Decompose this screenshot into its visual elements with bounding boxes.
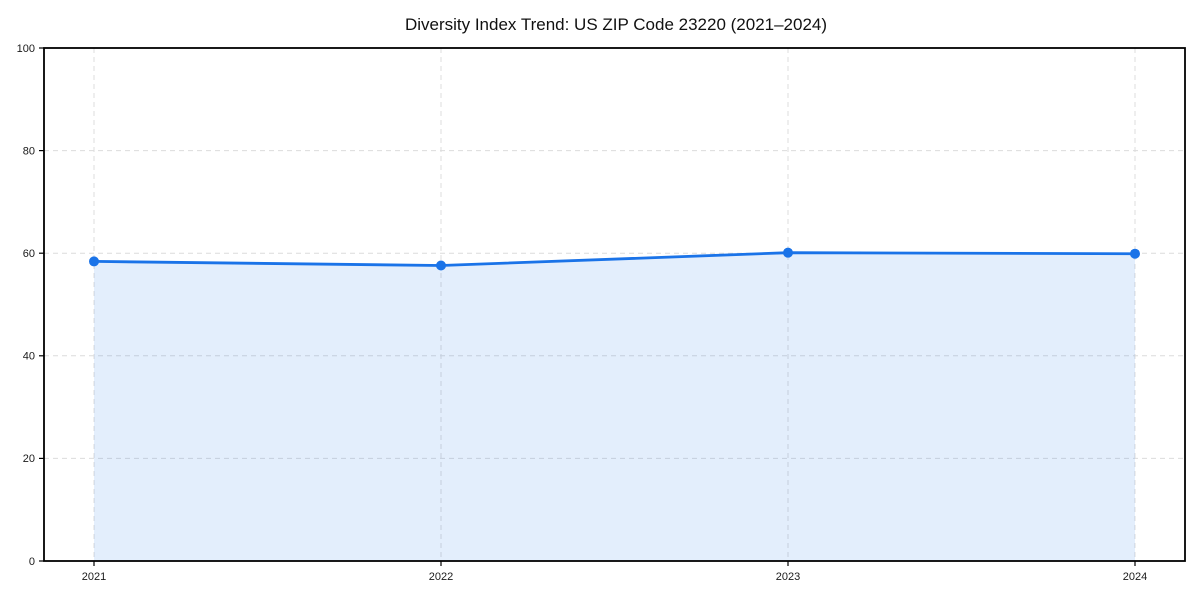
area-fill [94,252,1135,561]
data-point-2022 [436,260,446,271]
y-axis: 0 20 40 60 80 100 [17,43,44,568]
y-tick-label: 0 [29,556,35,568]
area-fill-shape [94,252,1135,561]
y-tick-label: 60 [23,248,35,260]
data-points [89,247,1140,271]
plot-frame [43,47,1186,562]
data-point-2024 [1130,248,1140,259]
trend-line [92,251,1137,267]
x-tick-label: 2024 [1123,571,1147,583]
y-tick-label: 80 [23,145,35,157]
y-tick-label: 20 [23,453,35,465]
x-tick-label: 2021 [82,571,106,583]
x-axis: 2021 2022 2023 2024 [82,561,1147,583]
chart-title: Diversity Index Trend: US ZIP Code 23220… [405,15,827,34]
trend-line-path [92,251,1137,267]
plot-frame-rect [43,47,1186,562]
x-tick-label: 2023 [776,571,800,583]
data-point-2023 [783,247,793,258]
x-tick-label: 2022 [429,571,453,583]
y-tick-label: 100 [17,43,35,55]
y-tick-label: 40 [23,351,35,363]
data-point-2021 [89,256,99,267]
